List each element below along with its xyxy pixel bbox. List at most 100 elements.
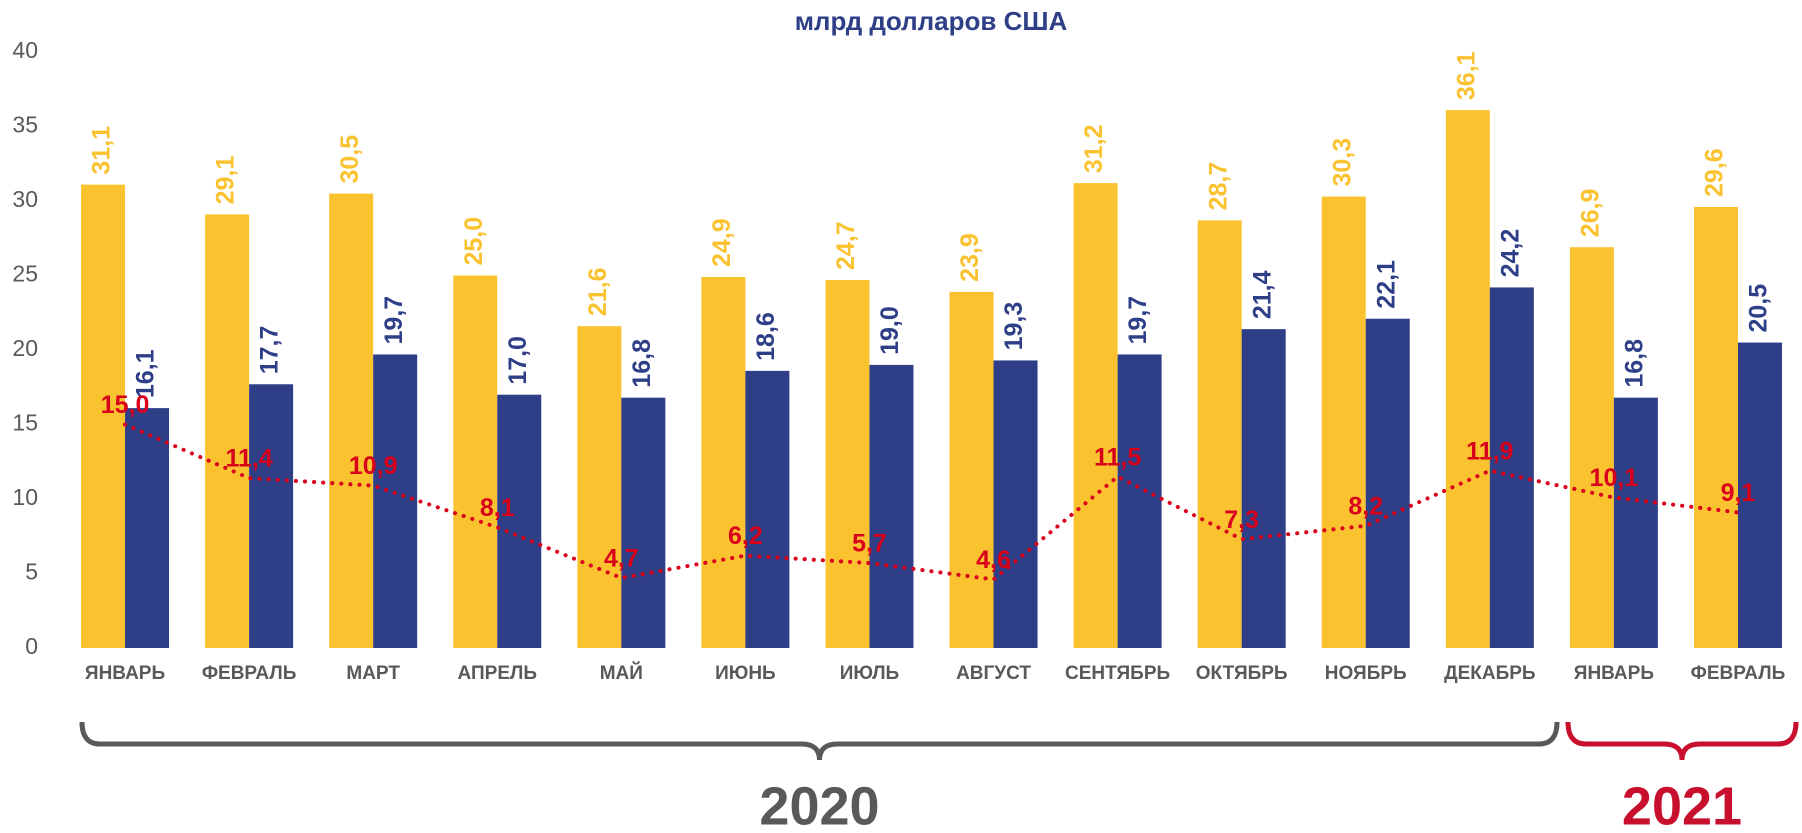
y-tick-label: 30: [12, 186, 38, 212]
y-tick-label: 40: [12, 37, 38, 63]
value-label: 6,2: [728, 522, 763, 550]
bar: [869, 364, 914, 648]
value-label: 24,2: [1496, 229, 1524, 278]
y-tick-label: 10: [12, 484, 38, 510]
value-label: 11,4: [225, 445, 272, 473]
value-label: 4,6: [976, 546, 1011, 574]
value-label: 11,9: [1466, 437, 1513, 465]
value-label: 16,8: [1621, 339, 1649, 388]
bar: [81, 184, 126, 649]
y-tick-label: 25: [12, 261, 38, 287]
value-label: 17,7: [256, 326, 284, 375]
bar: [577, 326, 622, 648]
x-tick-label: СЕНТЯБРЬ: [1065, 663, 1170, 684]
value-label: 21,6: [584, 267, 612, 316]
y-tick-label: 0: [25, 633, 38, 659]
x-tick-label: АВГУСТ: [956, 663, 1031, 684]
x-tick-label: МАРТ: [346, 663, 400, 684]
bar: [1489, 287, 1534, 648]
bar: [1117, 354, 1162, 648]
bar: [1613, 397, 1658, 648]
bar: [1737, 342, 1782, 648]
bar: [497, 394, 542, 648]
value-label: 10,1: [1590, 464, 1639, 492]
value-label: 18,6: [752, 312, 780, 361]
value-label: 31,1: [88, 126, 116, 175]
bar: [1321, 196, 1366, 648]
value-label: 20,5: [1745, 284, 1773, 333]
x-tick-label: ЯНВАРЬ: [1574, 663, 1654, 684]
value-label: 22,1: [1372, 260, 1400, 309]
bar: [993, 360, 1038, 648]
bar: [125, 408, 170, 648]
x-tick-label: ДЕКАБРЬ: [1444, 663, 1536, 684]
value-label: 16,1: [132, 349, 160, 398]
value-label: 8,1: [480, 494, 515, 522]
x-tick-label: ОКТЯБРЬ: [1196, 663, 1288, 684]
value-label: 9,1: [1721, 479, 1756, 507]
value-label: 8,2: [1348, 492, 1383, 520]
value-label: 28,7: [1204, 162, 1232, 211]
bar: [205, 214, 250, 648]
bar: [949, 291, 994, 648]
value-label: 4,7: [604, 545, 639, 573]
x-tick-label: МАЙ: [600, 662, 643, 684]
value-label: 11,5: [1094, 443, 1141, 471]
value-label: 25,0: [460, 217, 488, 266]
bar: [1445, 110, 1490, 649]
y-tick-label: 15: [12, 410, 38, 436]
bar: [1241, 329, 1286, 648]
bar: [1073, 183, 1118, 648]
y-tick-label: 5: [25, 559, 38, 585]
value-label: 17,0: [504, 336, 532, 385]
bar: [1197, 220, 1242, 648]
bar: [1569, 247, 1614, 648]
bar: [621, 397, 666, 648]
value-label: 19,7: [1124, 296, 1152, 345]
bar: [1365, 318, 1410, 648]
bar: [329, 193, 374, 649]
annotation: 2020: [759, 776, 879, 833]
x-tick-label: ФЕВРАЛЬ: [202, 663, 297, 684]
y-tick-label: 35: [12, 112, 38, 138]
x-tick-label: ФЕВРАЛЬ: [1691, 663, 1786, 684]
bar: [825, 279, 870, 648]
value-label: 23,9: [956, 233, 984, 282]
brace: [1565, 721, 1799, 761]
value-label: 29,6: [1701, 148, 1729, 197]
bar: [373, 354, 418, 648]
x-tick-label: НОЯБРЬ: [1325, 663, 1407, 684]
bar: [453, 275, 498, 648]
value-label: 19,3: [1000, 302, 1028, 351]
value-label: 29,1: [212, 156, 240, 205]
value-label: 36,1: [1452, 51, 1480, 100]
line: [123, 422, 1740, 582]
x-tick-label: ИЮНЬ: [715, 663, 776, 684]
bar: [249, 384, 294, 648]
value-label: 30,3: [1328, 138, 1356, 187]
value-label: 15,0: [101, 391, 150, 419]
value-label: 10,9: [349, 452, 398, 480]
x-tick-label: АПРЕЛЬ: [458, 663, 537, 684]
value-label: 31,2: [1080, 124, 1108, 173]
bar: [701, 276, 746, 648]
value-label: 21,4: [1248, 270, 1276, 319]
value-label: 7,3: [1224, 506, 1259, 534]
value-label: 19,0: [876, 306, 904, 355]
x-tick-label: ЯНВАРЬ: [85, 663, 165, 684]
value-label: 16,8: [628, 339, 656, 388]
value-label: 24,9: [708, 218, 736, 267]
value-label: 19,7: [380, 296, 408, 345]
y-tick-label: 20: [12, 335, 38, 361]
brace: [79, 721, 1560, 761]
chart-title: млрд долларов США: [795, 6, 1068, 36]
value-label: 5,7: [852, 530, 887, 558]
value-label: 26,9: [1577, 189, 1605, 238]
annotation: 2021: [1622, 776, 1742, 833]
bar: [1693, 206, 1738, 648]
bar: [745, 370, 790, 648]
value-label: 24,7: [832, 221, 860, 270]
x-tick-label: ИЮЛЬ: [840, 663, 900, 684]
value-label: 30,5: [336, 135, 364, 184]
